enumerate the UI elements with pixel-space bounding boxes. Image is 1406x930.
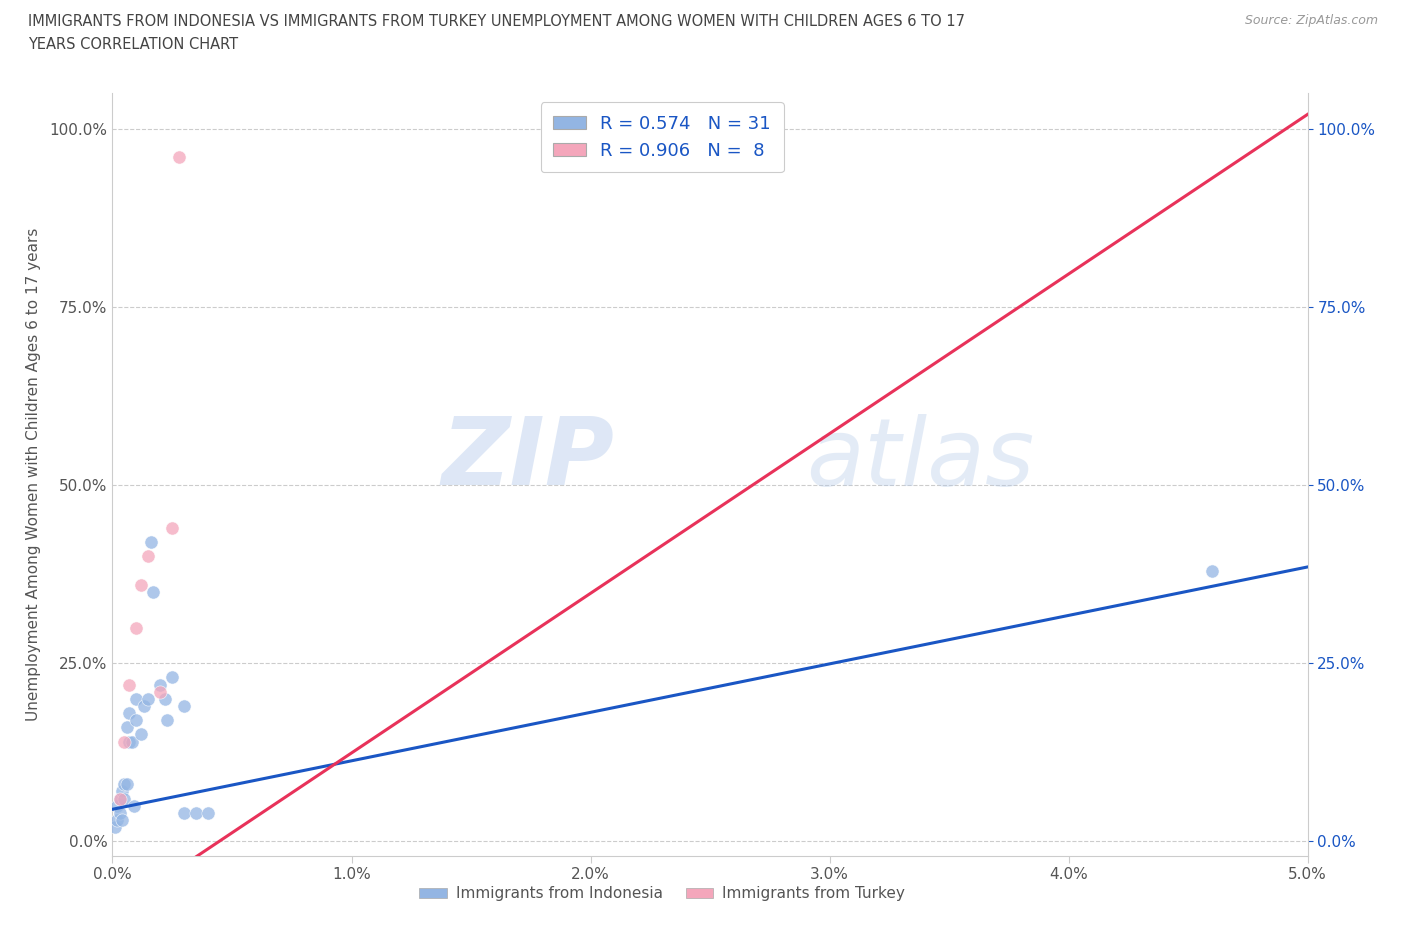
Point xyxy=(108,791,131,806)
Y-axis label: Unemployment Among Women with Children Ages 6 to 17 years: Unemployment Among Women with Children A… xyxy=(27,228,41,721)
Point xyxy=(111,784,134,799)
Point xyxy=(121,734,143,749)
Point xyxy=(173,805,195,820)
Point xyxy=(114,734,135,749)
Point xyxy=(149,677,172,692)
Point xyxy=(105,813,128,828)
Text: ZIP: ZIP xyxy=(441,413,614,505)
Point xyxy=(125,712,148,727)
Point xyxy=(108,791,131,806)
Text: atlas: atlas xyxy=(806,414,1033,505)
Point xyxy=(114,791,135,806)
Point xyxy=(108,805,131,820)
Point xyxy=(118,734,141,749)
Point xyxy=(138,691,160,706)
Text: IMMIGRANTS FROM INDONESIA VS IMMIGRANTS FROM TURKEY UNEMPLOYMENT AMONG WOMEN WIT: IMMIGRANTS FROM INDONESIA VS IMMIGRANTS … xyxy=(28,14,965,29)
Point xyxy=(162,670,183,684)
Point xyxy=(125,691,148,706)
Point xyxy=(197,805,219,820)
Point xyxy=(153,691,176,706)
Point xyxy=(169,150,191,165)
Point xyxy=(115,720,138,735)
Text: YEARS CORRELATION CHART: YEARS CORRELATION CHART xyxy=(28,37,238,52)
Point xyxy=(114,777,135,791)
Point xyxy=(104,819,127,834)
Point xyxy=(122,798,145,813)
Point xyxy=(173,698,195,713)
Point xyxy=(139,535,162,550)
Point xyxy=(129,578,152,592)
Point xyxy=(105,798,128,813)
Text: Source: ZipAtlas.com: Source: ZipAtlas.com xyxy=(1244,14,1378,27)
Point xyxy=(132,698,155,713)
Legend: Immigrants from Indonesia, Immigrants from Turkey: Immigrants from Indonesia, Immigrants fr… xyxy=(412,879,912,909)
Point xyxy=(129,727,152,742)
Point xyxy=(1201,563,1223,578)
Point xyxy=(111,813,134,828)
Point xyxy=(138,549,160,564)
Point xyxy=(125,620,148,635)
Point xyxy=(115,777,138,791)
Point xyxy=(162,520,183,535)
Point xyxy=(156,712,179,727)
Point xyxy=(149,684,172,699)
Point xyxy=(186,805,208,820)
Point xyxy=(118,706,141,721)
Point xyxy=(142,584,165,599)
Point xyxy=(118,677,141,692)
